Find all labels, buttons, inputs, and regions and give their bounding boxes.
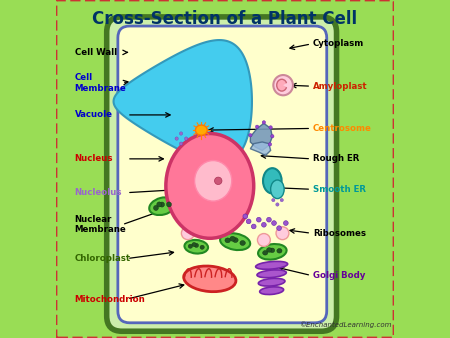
Ellipse shape (166, 202, 171, 207)
Ellipse shape (160, 202, 164, 207)
Ellipse shape (175, 137, 178, 140)
Ellipse shape (184, 137, 188, 140)
Ellipse shape (157, 202, 162, 207)
Text: Smooth ER: Smooth ER (313, 185, 366, 194)
Ellipse shape (270, 135, 274, 138)
Text: Golgi Body: Golgi Body (313, 271, 365, 280)
Text: Cross-Section of a Plant Cell: Cross-Section of a Plant Cell (92, 9, 358, 28)
Ellipse shape (258, 244, 287, 260)
Ellipse shape (269, 126, 272, 129)
Ellipse shape (215, 177, 222, 185)
Ellipse shape (272, 198, 275, 202)
Ellipse shape (276, 227, 289, 240)
Ellipse shape (180, 142, 183, 145)
Text: Cell
Membrane: Cell Membrane (75, 73, 126, 93)
Ellipse shape (276, 203, 279, 206)
Ellipse shape (258, 279, 285, 286)
Ellipse shape (252, 224, 256, 229)
Ellipse shape (261, 222, 266, 227)
Ellipse shape (192, 242, 196, 246)
Text: Vacuole: Vacuole (75, 111, 112, 119)
Ellipse shape (184, 240, 208, 254)
Text: Nuclear
Membrane: Nuclear Membrane (75, 215, 126, 235)
Ellipse shape (194, 161, 232, 201)
Ellipse shape (273, 75, 293, 95)
Ellipse shape (256, 125, 259, 128)
Text: Amyloplast: Amyloplast (313, 82, 368, 91)
Ellipse shape (246, 219, 251, 224)
FancyBboxPatch shape (107, 17, 337, 331)
Ellipse shape (277, 79, 287, 91)
Ellipse shape (257, 234, 270, 246)
Ellipse shape (263, 250, 268, 255)
Ellipse shape (243, 214, 248, 219)
Wedge shape (283, 82, 289, 88)
Ellipse shape (220, 233, 250, 250)
Ellipse shape (263, 168, 282, 193)
Ellipse shape (153, 206, 158, 211)
Ellipse shape (256, 217, 261, 222)
Ellipse shape (266, 248, 272, 252)
Polygon shape (250, 142, 270, 155)
Ellipse shape (260, 287, 284, 294)
Ellipse shape (233, 238, 238, 242)
Text: Cell Wall: Cell Wall (75, 48, 117, 57)
FancyBboxPatch shape (56, 0, 394, 338)
Ellipse shape (149, 197, 176, 215)
Text: Nucleus: Nucleus (75, 154, 113, 163)
Text: Rough ER: Rough ER (313, 154, 359, 163)
Text: Chloroplast: Chloroplast (75, 254, 130, 263)
Ellipse shape (249, 134, 252, 137)
Ellipse shape (277, 248, 282, 253)
Ellipse shape (270, 248, 274, 252)
Ellipse shape (184, 266, 236, 292)
Text: Centrosome: Centrosome (313, 124, 372, 133)
Ellipse shape (166, 134, 254, 238)
Ellipse shape (256, 261, 288, 269)
Ellipse shape (180, 132, 183, 135)
Ellipse shape (277, 226, 281, 231)
Ellipse shape (188, 244, 193, 248)
Ellipse shape (272, 221, 276, 225)
Ellipse shape (194, 243, 198, 247)
Ellipse shape (266, 217, 271, 222)
Ellipse shape (270, 180, 284, 198)
Text: Mitochondrion: Mitochondrion (75, 295, 145, 304)
Text: Cytoplasm: Cytoplasm (313, 40, 364, 48)
Ellipse shape (240, 241, 245, 245)
Ellipse shape (262, 121, 265, 124)
Polygon shape (113, 40, 252, 163)
Ellipse shape (181, 227, 194, 240)
Text: Nucleolus: Nucleolus (75, 188, 122, 197)
Ellipse shape (257, 270, 286, 278)
Text: Ribosomes: Ribosomes (313, 229, 366, 238)
Ellipse shape (280, 198, 284, 202)
Ellipse shape (200, 245, 204, 249)
Ellipse shape (195, 125, 207, 135)
Polygon shape (250, 123, 272, 150)
Text: ©EnchantedLearning.com: ©EnchantedLearning.com (299, 321, 392, 328)
Ellipse shape (225, 238, 230, 243)
Ellipse shape (284, 221, 288, 225)
Ellipse shape (230, 236, 235, 241)
Ellipse shape (268, 143, 272, 146)
FancyBboxPatch shape (118, 26, 327, 323)
